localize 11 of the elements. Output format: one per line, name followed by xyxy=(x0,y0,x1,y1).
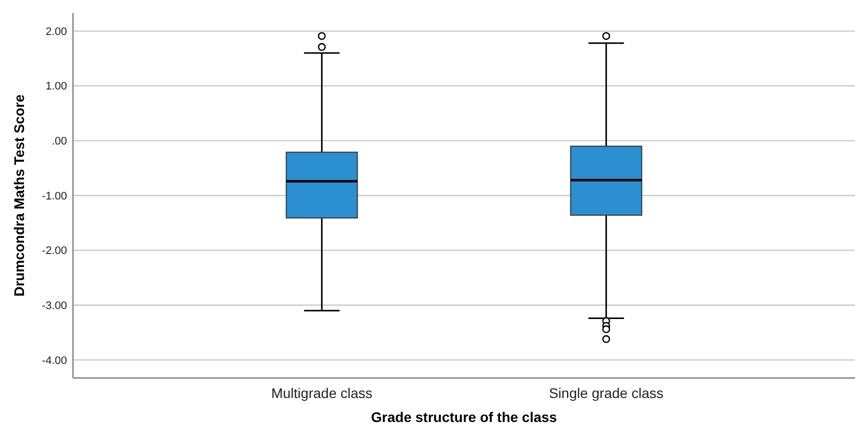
y-tick-label: 2.00 xyxy=(46,26,67,38)
y-tick-label: -4.00 xyxy=(42,354,67,367)
y-axis-title: Drumcondra Maths Test Score xyxy=(11,94,27,297)
y-tick-label: -2.00 xyxy=(42,245,67,258)
y-tick-label: .00 xyxy=(52,136,67,148)
y-tick-label: 1.00 xyxy=(46,80,67,93)
x-tick-label: Single grade class xyxy=(548,385,664,401)
x-axis-title: Grade structure of the class xyxy=(371,409,558,425)
y-tick-label: -3.00 xyxy=(42,300,67,312)
x-tick-label: Multigrade class xyxy=(271,385,372,401)
y-tick-label: -1.00 xyxy=(42,190,67,202)
